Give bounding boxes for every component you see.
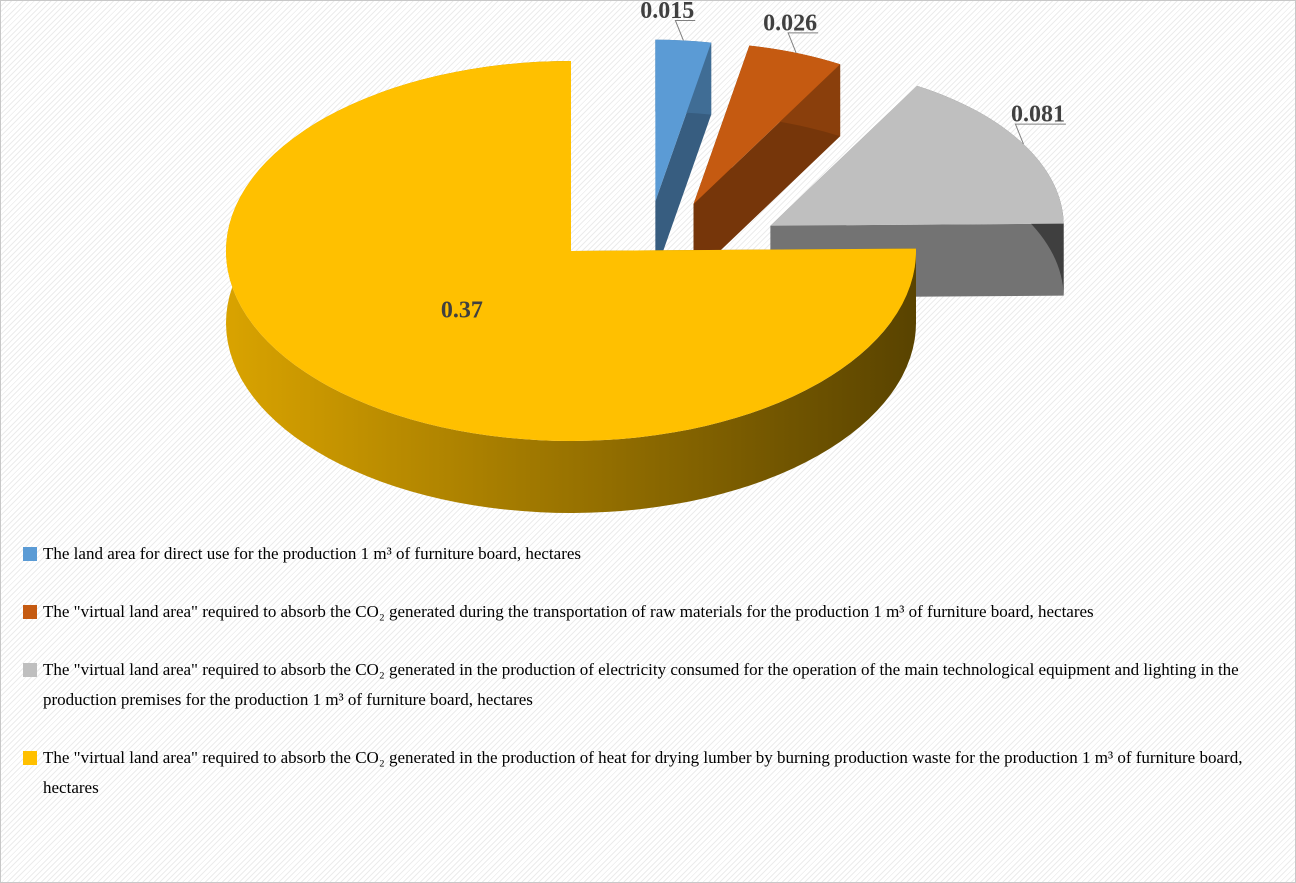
data-label: 0.081 (1011, 102, 1065, 128)
data-label: 0.37 (441, 297, 483, 323)
leader-line (787, 32, 819, 54)
legend-label: The "virtual land area" required to abso… (43, 660, 1239, 709)
legend-label: The "virtual land area" required to abso… (43, 748, 1243, 797)
legend-item: The "virtual land area" required to abso… (23, 743, 1291, 803)
pie-chart: 0.015 0.026 0.081 0.37 (226, 1, 1066, 514)
legend-label: The land area for direct use for the pro… (43, 544, 582, 563)
data-label: 0.015 (640, 1, 694, 24)
slice (770, 85, 1064, 226)
legend: The land area for direct use for the pro… (23, 539, 1291, 831)
legend-swatch (23, 663, 37, 677)
leader-line (674, 19, 696, 41)
legend-item: The "virtual land area" required to abso… (23, 655, 1291, 715)
slice (693, 45, 841, 205)
legend-swatch (23, 751, 37, 765)
legend-swatch (23, 547, 37, 561)
slice (226, 61, 917, 441)
slice (655, 39, 712, 202)
legend-label: The "virtual land area" required to abso… (43, 602, 1094, 621)
legend-swatch (23, 605, 37, 619)
leader-line (1014, 123, 1066, 145)
legend-item: The "virtual land area" required to abso… (23, 597, 1291, 627)
data-label: 0.026 (763, 10, 817, 36)
slice (693, 45, 841, 277)
slice (655, 39, 712, 274)
slice (226, 61, 917, 514)
legend-item: The land area for direct use for the pro… (23, 539, 1291, 569)
